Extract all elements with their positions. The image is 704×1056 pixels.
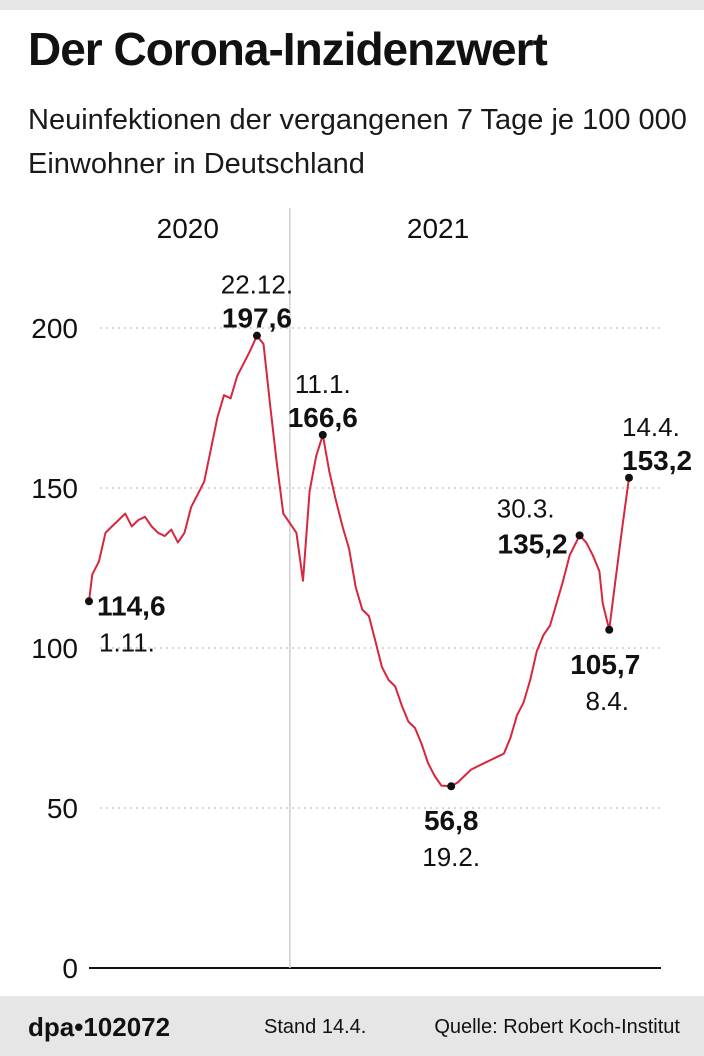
chart-subtitle: Neuinfektionen der vergangenen 7 Tage je… [28,104,687,180]
annotation-value-label: 197,6 [222,303,292,334]
annotation-value-label: 105,7 [570,649,640,680]
annotation-date-label: 19.2. [422,842,480,872]
annotation-value-label: 166,6 [288,402,358,433]
y-tick-label-100: 100 [31,633,78,664]
grid-layer [89,208,661,969]
y-axis: 0 50 100 150 200 [31,313,78,984]
annotation-dot [85,597,93,606]
annotation-date-label: 8.4. [586,686,629,716]
y-tick-label-0: 0 [62,953,78,984]
incidence-series-line [88,334,630,788]
brand-logo-text: dpa•102072 [28,1012,171,1042]
annotation-dot [605,625,614,634]
source-credit: Quelle: Robert Koch-Institut [434,1016,680,1038]
annotation-dot [318,430,327,439]
annotation-dot [625,473,633,482]
annotation-value-label: 153,2 [622,445,692,476]
annotation-date-label: 11.1. [295,369,351,399]
footer-bar: dpa•102072 Stand 14.4. Quelle: Robert Ko… [0,996,704,1056]
annotation-date-label: 1.11. [99,627,155,657]
y-tick-label-150: 150 [31,473,78,504]
annotation-value-label: 114,6 [97,590,166,621]
annotation-dot [252,331,261,340]
y-tick-label-50: 50 [47,793,78,824]
stand-date: Stand 14.4. [264,1016,367,1038]
series-layer [88,334,630,788]
y-tick-label-200: 200 [31,313,78,344]
annotation-value-label: 135,2 [498,528,568,559]
annotation-dot [575,531,584,540]
annotation-layer: 114,6 1.11. 197,622.12. 166,611.1. 56,8 19.2.… [85,270,692,872]
top-bar [0,0,704,10]
annotation-date-label: 30.3. [497,493,555,523]
chart-title: Der Corona-Inzidenzwert [28,23,548,75]
year-labels: 2020 2021 [157,213,470,244]
annotation-date-label: 14.4. [622,412,680,442]
annotation-dot [447,782,456,791]
annotation-date-label: 22.12. [221,270,293,300]
annotation-value-label: 56,8 [424,805,479,836]
year-label-2021: 2021 [407,213,469,244]
year-label-2020: 2020 [157,213,219,244]
